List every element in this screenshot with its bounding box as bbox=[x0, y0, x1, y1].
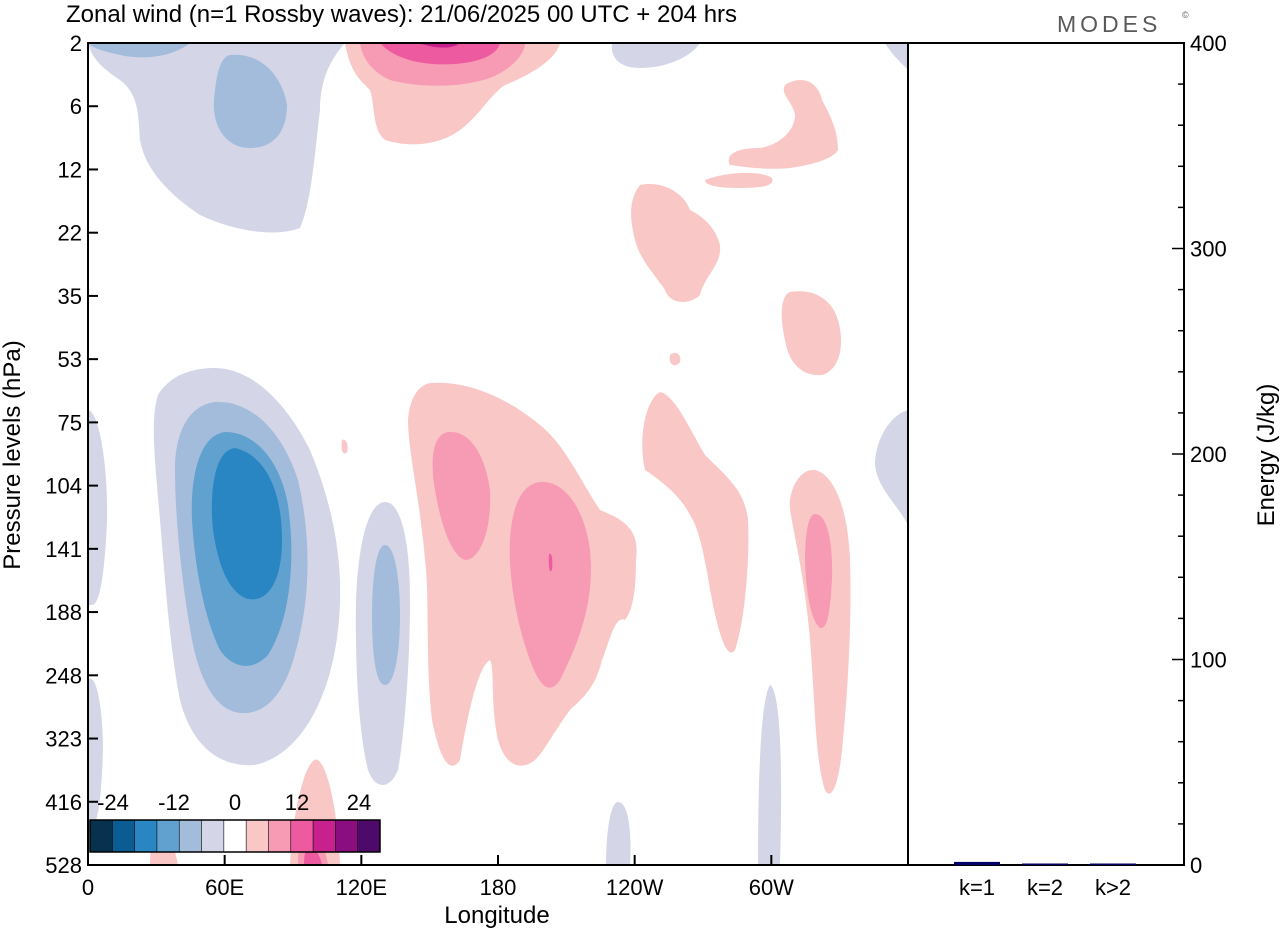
contour-neg-top-edge bbox=[885, 43, 908, 70]
colorbar-frame bbox=[89, 819, 381, 853]
contour-neg-125e-inner bbox=[372, 545, 400, 685]
contour-pos-top-l3 bbox=[380, 43, 500, 65]
contour-pos-dot bbox=[669, 352, 681, 366]
colorbar-swatch bbox=[90, 820, 113, 852]
contour-neg-main-l4 bbox=[211, 448, 282, 600]
colorbar-swatch bbox=[268, 820, 292, 852]
contour-neg-bottom-120w bbox=[606, 802, 631, 865]
energy-tick-label-400: 400 bbox=[1190, 31, 1227, 56]
y-tick-label-2: 2 bbox=[70, 31, 82, 56]
y-tick-label-6: 6 bbox=[70, 94, 82, 119]
colorbar-swatch bbox=[201, 820, 225, 852]
contour-pos-upper-right-b bbox=[728, 80, 838, 169]
y-axis-label: Pressure levels (hPa) bbox=[0, 340, 26, 569]
x-tick-label-180: 180 bbox=[480, 875, 517, 900]
energy-category-k1: k=1 bbox=[959, 875, 995, 900]
colorbar-swatch bbox=[223, 820, 247, 852]
modes-logo-mark: © bbox=[1182, 10, 1189, 20]
colorbar-swatch bbox=[290, 820, 314, 852]
x-tick-label-60E: 60E bbox=[205, 875, 244, 900]
colorbar-swatch bbox=[357, 820, 381, 852]
energy-category-kgt2: k>2 bbox=[1095, 875, 1131, 900]
contour-pos-60w-main-l2 bbox=[805, 514, 833, 629]
energy-tick-label-100: 100 bbox=[1190, 648, 1227, 673]
y-tick-label-53: 53 bbox=[58, 347, 82, 372]
contour-neg-bottom-60w bbox=[758, 685, 782, 865]
x-tick-label-120W: 120W bbox=[606, 875, 664, 900]
energy-panel-frame bbox=[907, 42, 1185, 866]
colorbar-label-24: 24 bbox=[347, 790, 371, 815]
x-axis-longitude: 0 60E 120E 180 120W 60W bbox=[82, 855, 794, 900]
y-tick-label-323: 323 bbox=[45, 727, 82, 752]
contour-pos-main-l3 bbox=[548, 553, 553, 572]
y-tick-label-248: 248 bbox=[45, 663, 82, 688]
contour-pos-top-l4 bbox=[418, 43, 460, 48]
y-tick-label-35: 35 bbox=[58, 284, 82, 309]
energy-axis-label: Energy (J/kg) bbox=[1253, 384, 1280, 527]
contour-pos-dot-b bbox=[341, 439, 348, 454]
energy-tick-label-200: 200 bbox=[1190, 442, 1227, 467]
colorbar-label-m24: -24 bbox=[97, 790, 129, 815]
wind-contours bbox=[88, 43, 908, 865]
y-tick-label-141: 141 bbox=[45, 537, 82, 562]
contour-neg-left-edge-mid bbox=[88, 410, 108, 605]
energy-axis: 0 100 200 300 400 bbox=[1172, 31, 1227, 878]
contour-pos-60w-main-l1 bbox=[789, 469, 851, 794]
x-tick-label-0: 0 bbox=[82, 875, 94, 900]
contour-pos-60w-upper bbox=[642, 392, 749, 653]
energy-bar-k=1 bbox=[954, 861, 1000, 865]
colorbar bbox=[89, 819, 381, 853]
y-tick-label-75: 75 bbox=[58, 410, 82, 435]
contour-neg-left-edge-low bbox=[88, 678, 103, 835]
colorbar-label-0: 0 bbox=[229, 790, 241, 815]
energy-bar-k=2 bbox=[1022, 863, 1068, 865]
colorbar-label-12: 12 bbox=[285, 790, 309, 815]
contour-pos-upper-right-c bbox=[705, 172, 773, 188]
x-tick-label-120E: 120E bbox=[336, 875, 387, 900]
y-tick-label-416: 416 bbox=[45, 790, 82, 815]
contour-neg-right-edge bbox=[875, 410, 908, 525]
contour-pos-upper-right-a bbox=[631, 184, 721, 302]
contour-pos-main-l2b bbox=[509, 481, 591, 688]
colorbar-swatch bbox=[112, 820, 136, 852]
colorbar-swatch bbox=[246, 820, 269, 852]
y-axis-pressure: 2 6 12 22 35 53 75 104 141 188 248 323 416 528 bbox=[45, 31, 98, 878]
energy-panel: 0 100 200 300 400 k=1 k=2 k>2 Energy (J/kg) bbox=[907, 31, 1280, 900]
energy-categories: k=1 k=2 k>2 bbox=[959, 875, 1131, 900]
y-tick-label-104: 104 bbox=[45, 474, 82, 499]
energy-bar-k>2 bbox=[1090, 863, 1136, 865]
contour-neg-upper-inner bbox=[213, 54, 287, 148]
modes-logo-text: MODES bbox=[1057, 11, 1161, 37]
modes-logo: MODES © bbox=[1057, 10, 1189, 37]
colorbar-labels: -24 -12 0 12 24 bbox=[97, 790, 371, 815]
x-axis-label: Longitude bbox=[444, 902, 549, 929]
colorbar-swatch bbox=[335, 820, 359, 852]
x-tick-label-60W: 60W bbox=[749, 875, 794, 900]
contour-neg-top-left bbox=[88, 43, 190, 58]
colorbar-label-m12: -12 bbox=[158, 790, 190, 815]
energy-bars bbox=[954, 861, 1136, 865]
y-tick-label-22: 22 bbox=[58, 221, 82, 246]
contour-plot: -24 -12 0 12 24 2 6 12 22 35 53 75 104 141 188 248… bbox=[0, 31, 909, 929]
energy-category-k2: k=2 bbox=[1027, 875, 1063, 900]
contour-neg-top-right bbox=[611, 43, 700, 68]
colorbar-swatch bbox=[134, 820, 158, 852]
colorbar-swatch bbox=[156, 820, 180, 852]
chart-title: Zonal wind (n=1 Rossby waves): 21/06/202… bbox=[66, 1, 737, 28]
y-tick-label-188: 188 bbox=[45, 600, 82, 625]
y-tick-label-12: 12 bbox=[58, 157, 82, 182]
energy-tick-label-300: 300 bbox=[1190, 237, 1227, 262]
contour-pos-main-l2a bbox=[432, 431, 491, 560]
colorbar-swatch bbox=[179, 820, 203, 852]
colorbar-swatch bbox=[313, 820, 336, 852]
energy-tick-label-0: 0 bbox=[1190, 853, 1202, 878]
y-tick-label-528: 528 bbox=[45, 853, 82, 878]
contour-pos-upper-right-d bbox=[781, 291, 842, 376]
